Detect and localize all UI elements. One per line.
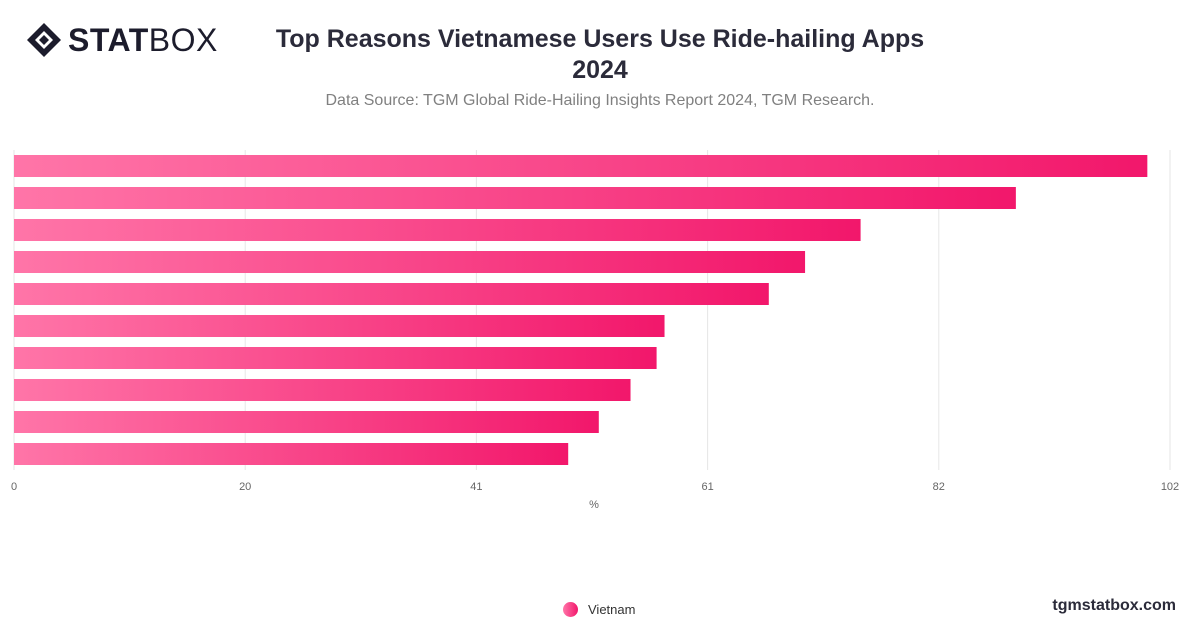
x-tick-label: 20: [239, 481, 251, 493]
statbox-logo: STATBOX: [26, 22, 218, 58]
legend-item-vietnam[interactable]: Vietnam: [563, 602, 635, 617]
bar[interactable]: [14, 155, 1148, 177]
chart-title-line-1: Top Reasons Vietnamese Users Use Ride-ha…: [275, 25, 925, 53]
diamond-logo-icon: [27, 23, 61, 57]
bar[interactable]: [14, 187, 1016, 209]
site-url[interactable]: tgmstatbox.com: [1052, 597, 1176, 614]
bar[interactable]: [14, 251, 806, 273]
x-tick-label: 41: [470, 481, 482, 493]
bar[interactable]: [14, 315, 665, 337]
chart-title: Top Reasons Vietnamese Users Use Ride-ha…: [0, 24, 1200, 86]
x-tick-label: 61: [701, 481, 713, 493]
x-tick-label: 82: [933, 481, 945, 493]
bar[interactable]: [14, 219, 861, 241]
legend-label: Vietnam: [588, 602, 636, 617]
legend-marker: [563, 602, 578, 617]
chart-subtitle: Data Source: TGM Global Ride-Hailing Ins…: [325, 92, 875, 109]
x-axis-ticks: 0 20 41 61 82 102: [11, 481, 1179, 493]
bar[interactable]: [14, 411, 599, 433]
bar-chart: 0 20 41 61 82 102 %: [11, 150, 1179, 511]
x-tick-label: 102: [1161, 481, 1179, 493]
bar[interactable]: [14, 379, 631, 401]
logo-text: STATBOX: [68, 22, 218, 58]
bar[interactable]: [14, 283, 769, 305]
chart-title-line-2: 2024: [572, 56, 628, 84]
bar[interactable]: [14, 443, 569, 465]
x-axis-label: %: [589, 499, 599, 511]
bar[interactable]: [14, 347, 657, 369]
bars: [14, 155, 1148, 465]
x-tick-label: 0: [11, 481, 17, 493]
